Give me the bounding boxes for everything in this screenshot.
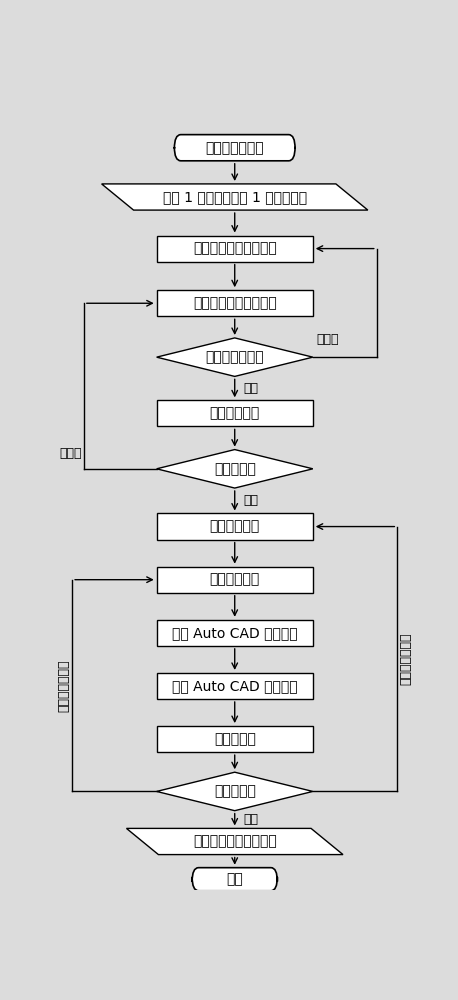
Text: 绘制施工图: 绘制施工图 xyxy=(214,732,256,746)
Text: 正确: 正确 xyxy=(244,494,259,507)
Text: 不正确: 不正确 xyxy=(60,447,82,460)
Text: 查看计算书: 查看计算书 xyxy=(214,462,256,476)
Bar xyxy=(157,290,313,316)
FancyBboxPatch shape xyxy=(192,868,277,891)
Text: 调整配筋结果: 调整配筋结果 xyxy=(210,520,260,534)
Text: 显示隧道断面图: 显示隧道断面图 xyxy=(205,350,264,364)
Text: 图纸内容不正确: 图纸内容不正确 xyxy=(399,633,412,685)
Text: 正确: 正确 xyxy=(244,813,259,826)
Text: 输入绘图比例: 输入绘图比例 xyxy=(210,573,260,587)
Bar xyxy=(157,567,313,593)
Text: 不正确: 不正确 xyxy=(316,333,339,346)
Text: 正确: 正确 xyxy=(244,382,259,395)
Text: 输入暗挖隧道细部数据: 输入暗挖隧道细部数据 xyxy=(193,296,277,310)
Text: 生成 Auto CAD 脚本文件: 生成 Auto CAD 脚本文件 xyxy=(172,626,298,640)
Bar xyxy=(157,513,313,540)
Polygon shape xyxy=(157,450,313,488)
Bar xyxy=(157,400,313,426)
Bar xyxy=(157,235,313,262)
Polygon shape xyxy=(157,338,313,376)
Text: 输入暗挖隧道控制数据: 输入暗挖隧道控制数据 xyxy=(193,242,277,256)
Polygon shape xyxy=(102,184,368,210)
Text: 结束: 结束 xyxy=(226,872,243,886)
Text: 引导 Auto CAD 应用程序: 引导 Auto CAD 应用程序 xyxy=(172,679,298,693)
Polygon shape xyxy=(157,772,313,811)
Bar xyxy=(157,620,313,646)
Text: 保存施工图和工程数据: 保存施工图和工程数据 xyxy=(193,834,277,848)
Bar xyxy=(157,726,313,752)
Bar xyxy=(157,673,313,699)
Text: 查看施工图: 查看施工图 xyxy=(214,784,256,798)
Text: 新建 1 个工程或打开 1 个既有工程: 新建 1 个工程或打开 1 个既有工程 xyxy=(163,190,307,204)
Text: 绘图比例不正确: 绘图比例不正确 xyxy=(57,659,71,712)
Text: 启动计算机平台: 启动计算机平台 xyxy=(205,141,264,155)
Polygon shape xyxy=(126,828,343,855)
FancyBboxPatch shape xyxy=(174,135,295,161)
Text: 进行结构计算: 进行结构计算 xyxy=(210,406,260,420)
